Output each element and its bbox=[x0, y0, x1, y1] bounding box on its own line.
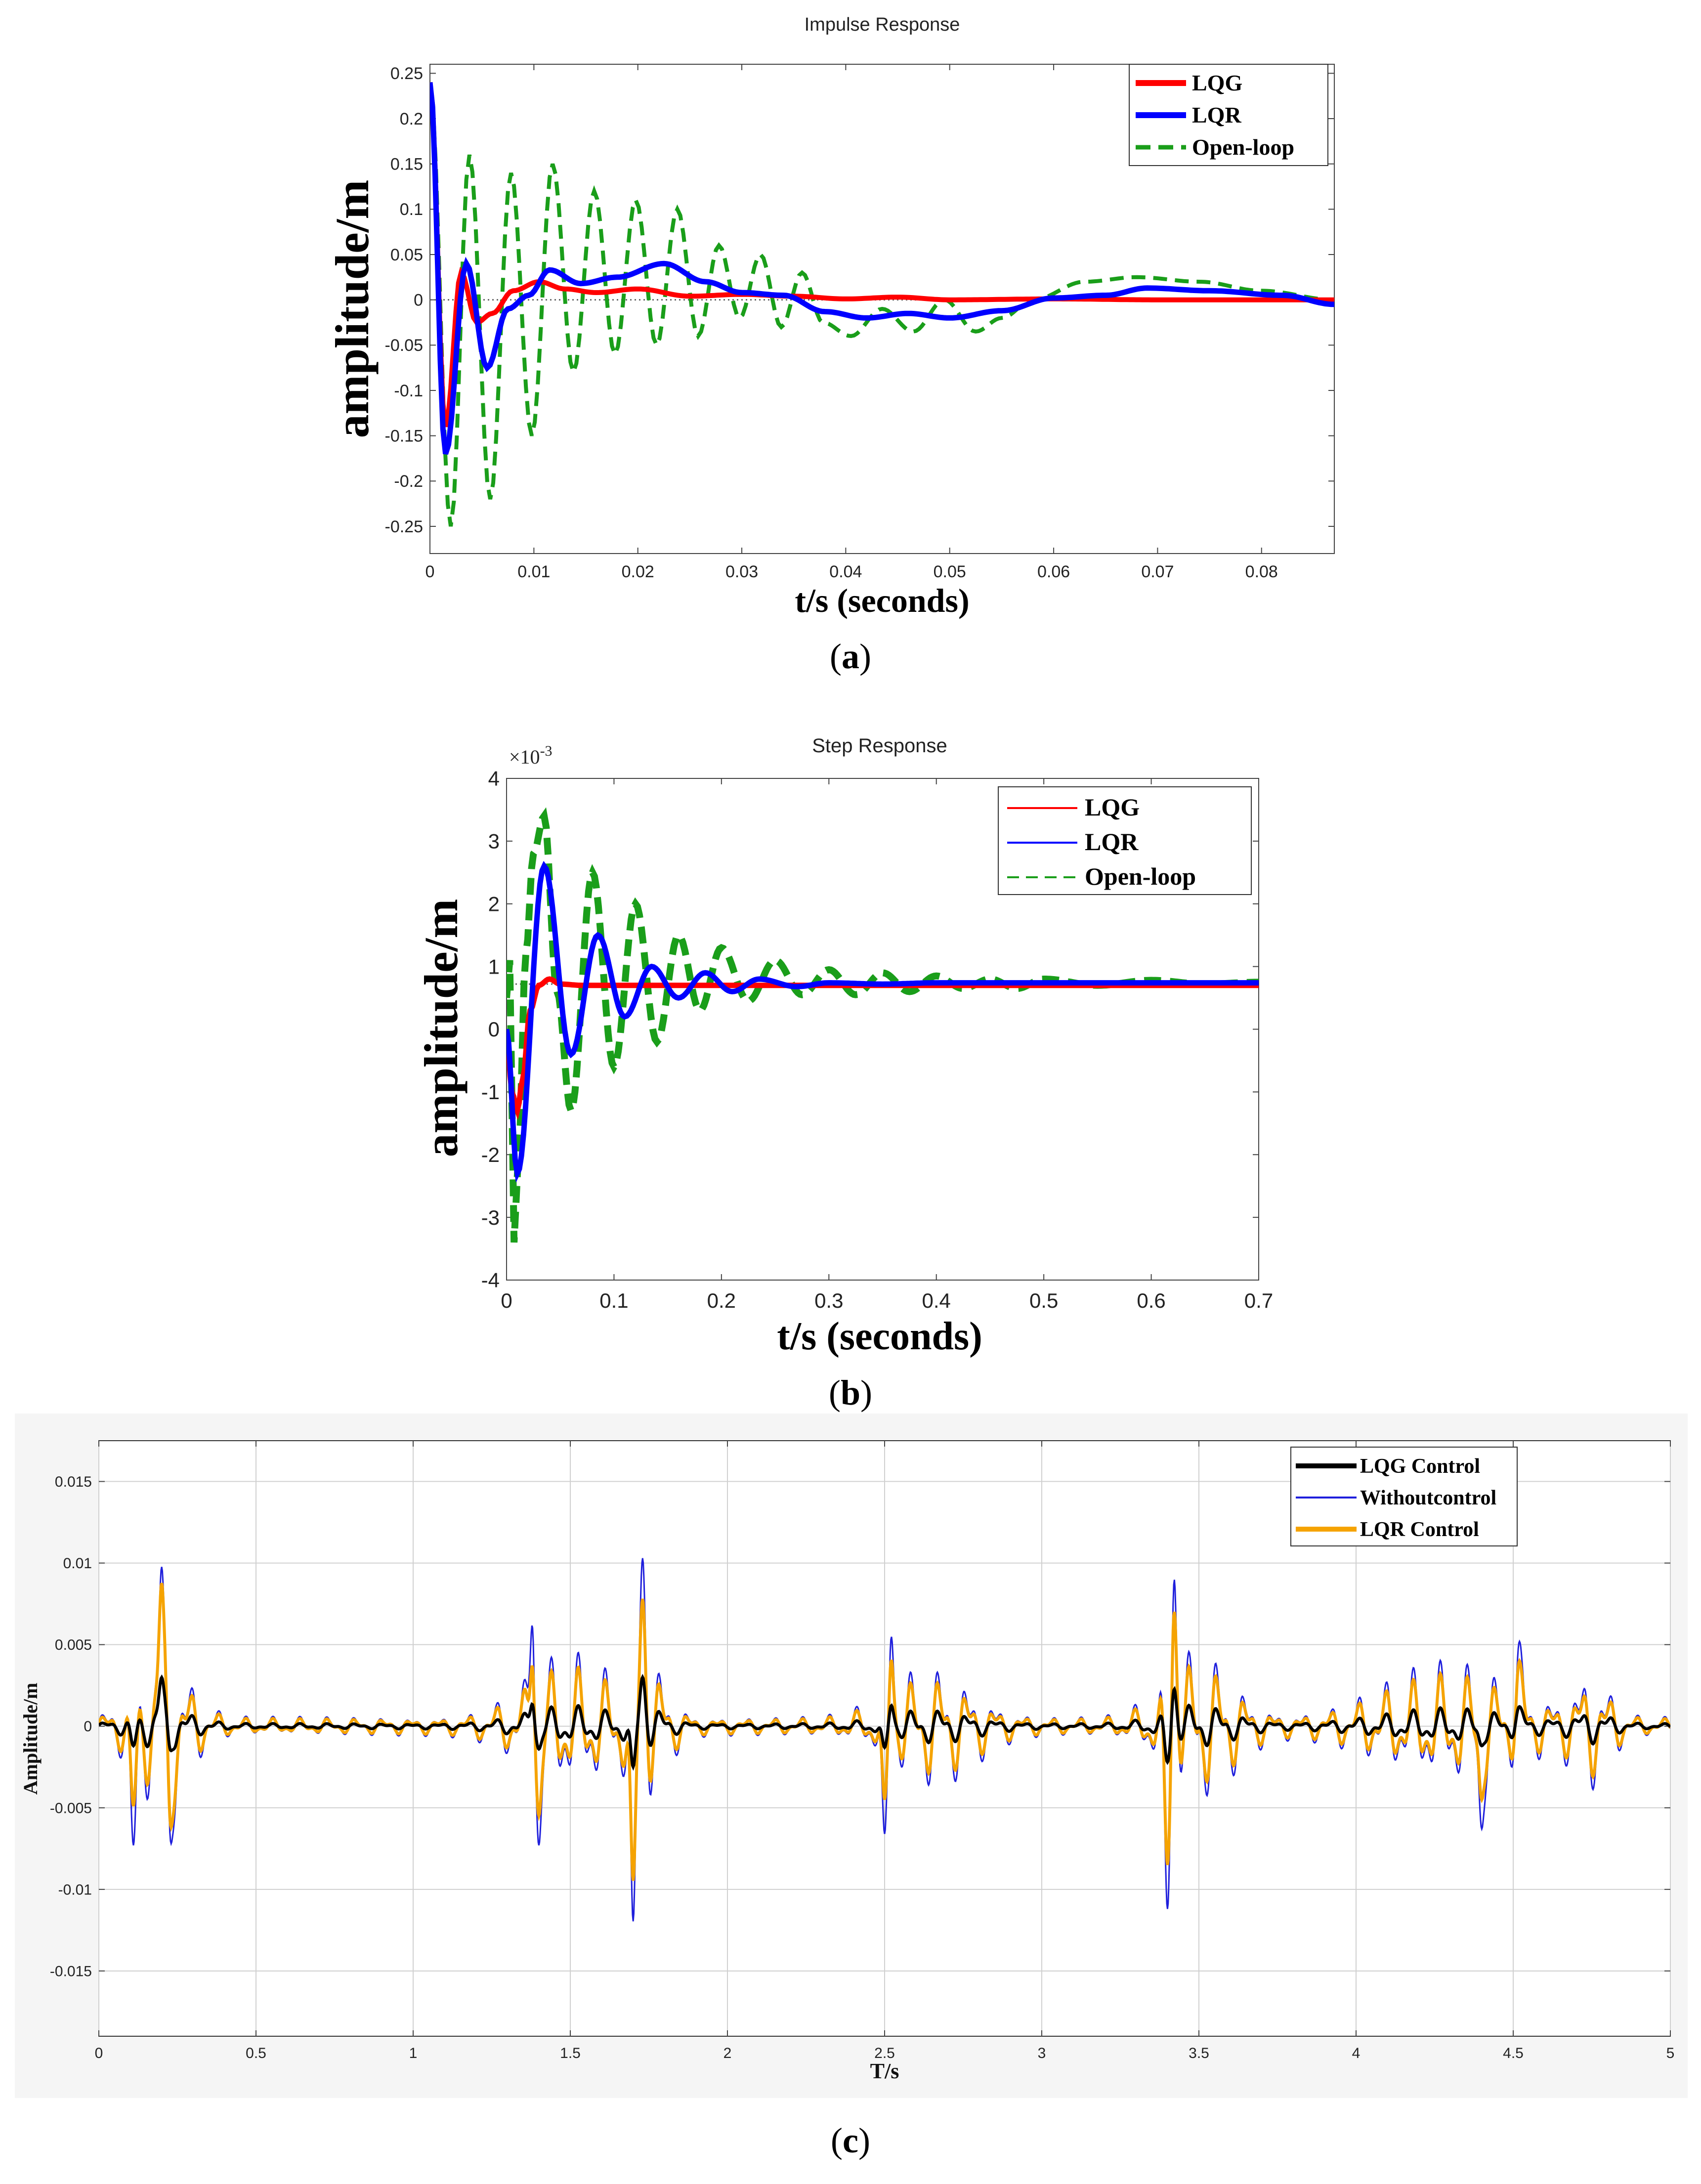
panel-c-x-ticks: 0 0.5 1 1.5 2 2.5 3 3.5 4 4.5 5 bbox=[95, 1441, 1675, 2061]
y-tick-label: -0.005 bbox=[50, 1800, 92, 1816]
panel-b-legend-lqg: LQG bbox=[1085, 793, 1140, 821]
panel-c-y-ticks: 0.015 0.01 0.005 0 -0.005 -0.01 -0.015 bbox=[50, 1474, 1670, 1979]
panel-a-ylabel: amplitude/m bbox=[326, 180, 379, 438]
y-tick-label: -1 bbox=[481, 1080, 500, 1104]
panel-a-y-ticks: 0.25 0.2 0.15 0.1 0.05 0 -0.05 -0.1 -0.15 -0.2 -0.… bbox=[385, 64, 1334, 536]
panel-c-grid bbox=[98, 1441, 1671, 2036]
x-tick-label: 0.2 bbox=[707, 1289, 736, 1312]
panel-b-series bbox=[507, 807, 1259, 1243]
x-tick-label: 0 bbox=[501, 1289, 512, 1312]
y-tick-label: 0.15 bbox=[390, 155, 423, 174]
x-tick-label: 1.5 bbox=[560, 2045, 581, 2061]
panel-c-xlabel: T/s bbox=[870, 2059, 899, 2083]
panel-c: 0.015 0.01 0.005 0 -0.005 -0.01 -0.015 0 0.5 1 1.… bbox=[15, 1413, 1688, 2160]
panel-a-title: Impulse Response bbox=[805, 14, 960, 35]
x-tick-label: 0.03 bbox=[725, 562, 758, 581]
panel-b-title: Step Response bbox=[812, 735, 947, 757]
y-tick-label: 0.05 bbox=[390, 246, 423, 264]
panel-a-caption: (a) bbox=[830, 637, 871, 676]
panel-c-legend-lqg-control: LQG Control bbox=[1360, 1455, 1480, 1478]
x-tick-label: 0.05 bbox=[934, 562, 966, 581]
panel-b: Step Response ×10-3 4 3 2 1 0 -1 -2 -3 -4 0 0.1 0.… bbox=[415, 735, 1273, 1413]
panel-b-legend-box bbox=[998, 786, 1252, 895]
panel-c-legend: LQG Control Withoutcontrol LQR Control bbox=[1290, 1447, 1518, 1546]
panel-c-line-lqg-control bbox=[99, 1673, 1670, 1771]
x-tick-label: 0.04 bbox=[829, 562, 862, 581]
y-tick-label: 0 bbox=[414, 291, 423, 310]
y-tick-label: -0.2 bbox=[394, 472, 423, 491]
x-tick-label: 0.4 bbox=[922, 1289, 951, 1312]
y-tick-label: 0.25 bbox=[390, 64, 423, 83]
x-tick-label: 0.5 bbox=[1029, 1289, 1058, 1312]
x-tick-label: 1 bbox=[409, 2045, 418, 2061]
panel-a-legend-lqg: LQG bbox=[1192, 70, 1242, 95]
x-tick-label: 0.08 bbox=[1245, 562, 1278, 581]
y-tick-label: 0.2 bbox=[400, 110, 423, 128]
x-tick-label: 0.5 bbox=[246, 2045, 266, 2061]
panel-b-ylabel: amplitude/m bbox=[415, 899, 468, 1157]
panel-b-x-ticks: 0 0.1 0.2 0.3 0.4 0.5 0.6 0.7 bbox=[501, 778, 1273, 1312]
y-tick-label: -0.01 bbox=[58, 1882, 92, 1898]
y-tick-label: 0.1 bbox=[400, 200, 423, 219]
panel-a-x-ticks: 0 0.01 0.02 0.03 0.04 0.05 0.06 0.07 0.08 bbox=[425, 64, 1278, 581]
x-tick-label: 0.01 bbox=[517, 562, 550, 581]
x-tick-label: 0.07 bbox=[1141, 562, 1174, 581]
panel-a-xlabel: t/s (seconds) bbox=[795, 582, 969, 619]
x-tick-label: 2.5 bbox=[874, 2045, 895, 2061]
panel-c-ylabel: Amplitude/m bbox=[19, 1683, 42, 1795]
y-tick-label: -0.1 bbox=[394, 382, 423, 400]
x-tick-label: 0.6 bbox=[1137, 1289, 1165, 1312]
x-tick-label: 3.5 bbox=[1189, 2045, 1209, 2061]
panel-b-line-lqr bbox=[507, 860, 1259, 1183]
panel-b-xlabel: t/s (seconds) bbox=[777, 1315, 982, 1358]
y-tick-label: -0.05 bbox=[385, 336, 424, 355]
y-tick-label: 0 bbox=[488, 1018, 500, 1041]
panel-a-series bbox=[430, 82, 1334, 527]
x-tick-label: 4.5 bbox=[1503, 2045, 1524, 2061]
panel-b-y-ticks: 4 3 2 1 0 -1 -2 -3 -4 bbox=[481, 767, 1259, 1292]
y-tick-label: 0.015 bbox=[55, 1474, 92, 1490]
panel-a-legend: LQG LQR Open-loop bbox=[1129, 64, 1328, 166]
panel-b-caption: (b) bbox=[829, 1373, 872, 1413]
x-tick-label: 0.06 bbox=[1037, 562, 1070, 581]
y-tick-label: -2 bbox=[481, 1143, 500, 1166]
x-tick-label: 0 bbox=[95, 2045, 103, 2061]
x-tick-label: 0.7 bbox=[1244, 1289, 1273, 1312]
y-tick-label: 3 bbox=[488, 830, 500, 853]
panel-c-legend-without-control: Withoutcontrol bbox=[1360, 1487, 1496, 1509]
y-tick-label: -0.15 bbox=[385, 427, 424, 446]
panel-c-caption: (c) bbox=[831, 2121, 870, 2160]
x-tick-label: 0.02 bbox=[622, 562, 654, 581]
panel-a-legend-lqr: LQR bbox=[1192, 102, 1241, 128]
y-tick-label: 4 bbox=[488, 767, 500, 790]
x-tick-label: 2 bbox=[723, 2045, 732, 2061]
x-tick-label: 0.3 bbox=[814, 1289, 843, 1312]
y-tick-label: 2 bbox=[488, 892, 500, 915]
panel-b-exponent: ×10-3 bbox=[509, 743, 553, 768]
x-tick-label: 0 bbox=[425, 562, 435, 581]
y-tick-label: 1 bbox=[488, 955, 500, 978]
y-tick-label: 0 bbox=[84, 1718, 92, 1735]
panel-a-line-lqg bbox=[430, 82, 1334, 428]
panel-c-series bbox=[99, 1558, 1670, 1922]
panel-a-legend-open-loop: Open-loop bbox=[1192, 134, 1294, 160]
panel-a-line-lqr bbox=[430, 82, 1334, 455]
panel-b-legend-lqr: LQR bbox=[1085, 828, 1139, 856]
y-tick-label: 0.005 bbox=[55, 1637, 92, 1653]
y-tick-label: 0.01 bbox=[63, 1555, 92, 1572]
x-tick-label: 5 bbox=[1666, 2045, 1675, 2061]
x-tick-label: 3 bbox=[1038, 2045, 1046, 2061]
panel-b-legend: LQG LQR Open-loop bbox=[998, 786, 1252, 895]
panel-a-line-open-loop bbox=[430, 82, 1334, 527]
x-tick-label: 0.1 bbox=[599, 1289, 628, 1312]
panel-b-legend-open-loop: Open-loop bbox=[1085, 862, 1196, 890]
x-tick-label: 4 bbox=[1352, 2045, 1361, 2061]
y-tick-label: -4 bbox=[481, 1269, 500, 1292]
y-tick-label: -0.25 bbox=[385, 517, 424, 536]
y-tick-label: -0.015 bbox=[50, 1963, 92, 1979]
panel-c-legend-lqr-control: LQR Control bbox=[1360, 1518, 1479, 1541]
y-tick-label: -3 bbox=[481, 1206, 500, 1229]
panel-a: Impulse Response 0.25 0.2 0.15 0.1 0.05 0 -0.0… bbox=[326, 14, 1335, 676]
